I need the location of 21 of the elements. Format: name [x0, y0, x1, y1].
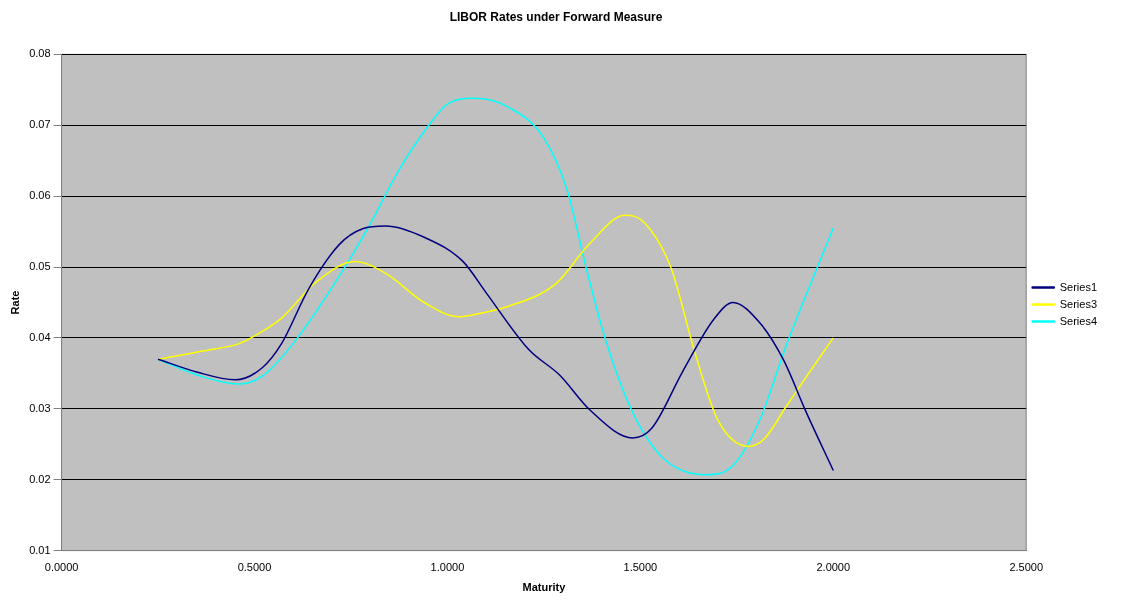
- y-tick-label: 0.04: [29, 330, 51, 343]
- chart-title: LIBOR Rates under Forward Measure: [449, 9, 663, 24]
- y-axis-title: Rate: [8, 290, 21, 315]
- y-tick-label: 0.08: [29, 47, 51, 60]
- x-tick-label: 0.0000: [44, 561, 79, 574]
- legend-label: Series4: [1059, 314, 1097, 327]
- y-tick-label: 0.02: [29, 472, 51, 485]
- x-tick-label: 0.5000: [237, 561, 272, 574]
- x-tick-label: 1.5000: [623, 561, 658, 574]
- y-tick-label: 0.05: [29, 260, 51, 273]
- y-tick-label: 0.01: [29, 543, 51, 556]
- x-tick-label: 2.5000: [1009, 561, 1044, 574]
- y-tick-label: 0.03: [29, 401, 51, 414]
- legend-label: Series1: [1059, 280, 1097, 293]
- legend-label: Series3: [1059, 297, 1097, 310]
- x-tick-label: 1.0000: [430, 561, 465, 574]
- line-series: [157, 97, 835, 476]
- y-tick-label: 0.06: [29, 189, 51, 202]
- y-tick-label: 0.07: [29, 118, 51, 131]
- x-axis-title: Maturity: [522, 581, 567, 594]
- x-tick-label: 2.0000: [816, 561, 851, 574]
